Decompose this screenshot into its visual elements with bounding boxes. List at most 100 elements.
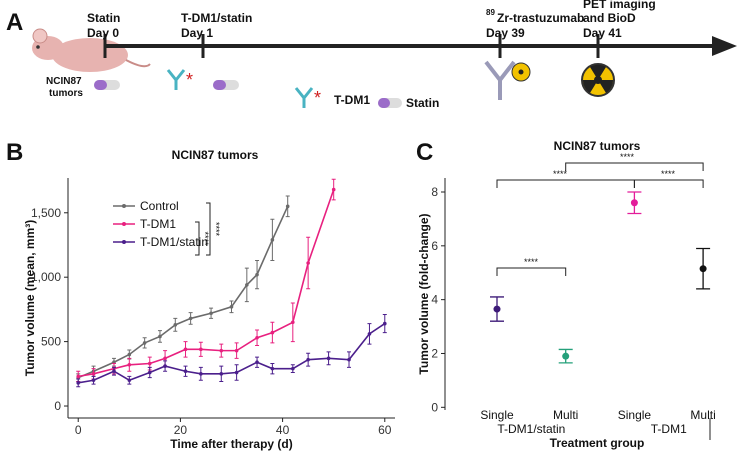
series-line (77, 206, 289, 379)
data-point (306, 261, 310, 265)
y-axis-label: Tumor volume (fold-change) (417, 213, 431, 374)
data-point (285, 204, 290, 209)
data-point (173, 323, 178, 327)
event-day: Day 0 (87, 26, 119, 40)
series-line (78, 322, 386, 384)
significance-bracket (195, 221, 200, 256)
event-day: Day 41 (583, 26, 622, 40)
x-axis-label: Time after therapy (d) (170, 437, 292, 451)
pill-icon (378, 98, 402, 108)
data-point (147, 370, 152, 375)
y-tick-label: 4 (431, 293, 438, 307)
antibody-icon: * (294, 87, 321, 108)
significance-label: **** (524, 257, 539, 267)
series-line (78, 189, 335, 378)
y-tick-label: 6 (431, 239, 438, 253)
significance-label: **** (200, 231, 210, 246)
significance-label: **** (661, 169, 676, 179)
panel-label: C (416, 139, 433, 166)
data-point (630, 199, 638, 207)
data-point (127, 352, 132, 357)
antibody-icon: * (166, 69, 193, 90)
data-point (91, 378, 96, 383)
data-point (255, 272, 259, 277)
legend-marker (122, 222, 126, 226)
data-point (199, 347, 203, 352)
data-point (291, 320, 295, 325)
panel-label: A (6, 9, 23, 36)
y-tick-label: 0 (431, 400, 438, 414)
data-point (270, 330, 275, 335)
group-label: T-DM1 (651, 422, 687, 436)
significance-bracket (633, 179, 704, 188)
data-point (493, 305, 501, 313)
data-point (127, 362, 132, 367)
data-point (163, 364, 167, 368)
data-point (142, 341, 147, 345)
event-day: Day 39 (486, 26, 525, 40)
data-point (326, 356, 331, 361)
x-tick-label: 0 (75, 423, 82, 437)
data-point (270, 366, 275, 371)
y-tick-label: 1,000 (31, 270, 61, 284)
x-tick-label: Multi (553, 408, 578, 422)
chart-title: NCIN87 tumors (172, 148, 259, 162)
data-point (255, 360, 259, 365)
svg-text:*: * (314, 88, 321, 108)
legend-label: Statin (406, 96, 439, 110)
significance-label: **** (620, 152, 635, 162)
y-tick-label: 2 (431, 346, 438, 360)
legend-label: T-DM1 (334, 93, 370, 107)
x-tick-label: 40 (276, 423, 290, 437)
data-point (699, 265, 707, 273)
data-point (163, 356, 167, 361)
data-point (347, 357, 351, 362)
significance-bracket (565, 162, 704, 171)
data-point (562, 352, 570, 360)
event-label: and BioD (583, 11, 636, 25)
data-point (331, 187, 336, 192)
event-label: Zr-trastuzumab (497, 11, 584, 25)
x-tick-label: Single (480, 408, 514, 422)
significance-bracket (496, 267, 567, 276)
x-tick-label: Single (618, 408, 652, 422)
x-axis-label: Treatment group (550, 436, 645, 450)
legend-marker (122, 204, 126, 208)
y-tick-label: 8 (431, 185, 438, 199)
x-tick-label: 20 (174, 423, 188, 437)
data-point (234, 348, 239, 353)
data-point (229, 305, 234, 309)
data-point (199, 372, 203, 376)
data-point (209, 311, 213, 316)
radiation-icon (581, 63, 615, 97)
significance-label: **** (211, 222, 221, 237)
data-point (245, 283, 249, 287)
data-point (234, 370, 239, 375)
data-point (382, 321, 387, 326)
antibody-icon (484, 60, 516, 100)
data-point (76, 381, 81, 385)
significance-label: **** (553, 169, 568, 179)
y-axis-label: Tumor volume (mean, mm³) (23, 220, 37, 376)
event-label: T-DM1/statin (181, 11, 252, 25)
pill-icon (213, 80, 239, 90)
legend-marker (122, 240, 126, 244)
data-point (255, 335, 259, 340)
legend-label: Control (140, 199, 179, 213)
y-tick-label: 0 (54, 399, 61, 413)
svg-text:*: * (186, 70, 193, 90)
legend-label: T-DM1 (140, 217, 176, 231)
data-point (147, 361, 152, 366)
data-point (188, 316, 193, 321)
y-tick-label: 1,500 (31, 206, 61, 220)
data-point (306, 357, 310, 362)
timeline-arrow (712, 36, 737, 56)
data-point (219, 348, 224, 353)
legend-label: T-DM1/statin (140, 235, 208, 249)
model-label: NCIN87 (46, 76, 82, 87)
data-point (219, 372, 224, 376)
panel-a: A B C NCIN87 tumors Statin Day 0 T-DM1/s… (6, 0, 737, 166)
event-label: PET imaging (583, 0, 656, 11)
panel-label: B (6, 139, 23, 166)
data-point (158, 334, 162, 339)
